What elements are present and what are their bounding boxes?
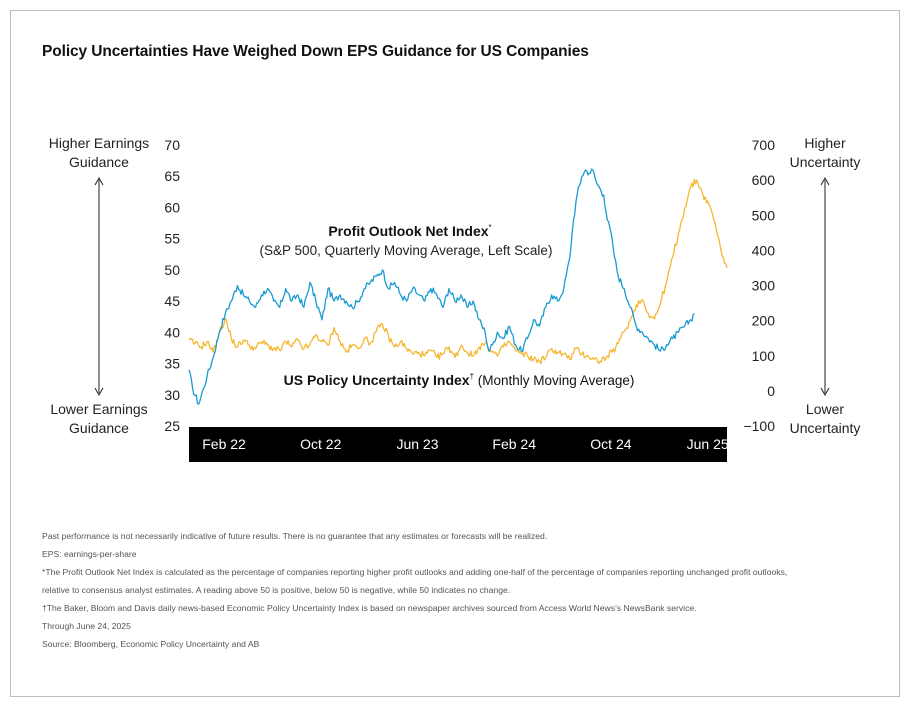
right-tick-label: 0: [767, 383, 775, 399]
right-top-line2: Uncertainty: [789, 154, 861, 170]
uncertainty-label-title: US Policy Uncertainty Index: [284, 372, 470, 388]
left-tick-label: 45: [164, 293, 180, 309]
uncertainty-label-sup: †: [470, 372, 474, 381]
x-tick-label: Jun 23: [396, 436, 438, 452]
right-bottom-line1: Lower: [805, 401, 845, 417]
profit-series-label: Profit Outlook Net Index*: [328, 223, 491, 239]
uncertainty-series-label: US Policy Uncertainty Index† (Monthly Mo…: [284, 372, 635, 388]
x-tick-label: Feb 24: [492, 436, 536, 452]
profit-outlook-line: [188, 168, 695, 405]
uncertainty-label-sub: (Monthly Moving Average): [474, 373, 634, 388]
footnote-line: Past performance is not necessarily indi…: [42, 531, 548, 541]
left-bottom-line2: Guidance: [69, 420, 129, 436]
right-bottom-line2: Uncertainty: [789, 420, 861, 436]
left-top-line1: Higher Earnings: [48, 135, 150, 151]
left-tick-label: 35: [164, 356, 180, 372]
right-tick-label: −100: [743, 418, 775, 434]
right-tick-label: 300: [752, 278, 776, 294]
left-axis: 70 65 60 55 50 45 40 35 30 25: [164, 137, 180, 434]
profit-label-sup: *: [489, 223, 492, 232]
left-tick-label: 55: [164, 231, 180, 247]
right-bottom-label: Lower Uncertainty: [775, 400, 875, 438]
footnote-line: EPS: earnings-per-share: [42, 549, 137, 559]
right-tick-label: 600: [752, 172, 776, 188]
chart-title: Policy Uncertainties Have Weighed Down E…: [42, 43, 589, 60]
x-tick-label: Oct 22: [300, 436, 341, 452]
x-axis-labels: Feb 22 Oct 22 Jun 23 Feb 24 Oct 24 Jun 25: [202, 436, 729, 452]
footnote-line: Through June 24, 2025: [42, 621, 131, 631]
profit-label-title: Profit Outlook Net Index: [328, 223, 488, 239]
x-tick-label: Jun 25: [687, 436, 729, 452]
right-arrow-icon: [820, 176, 830, 397]
x-tick-label: Oct 24: [590, 436, 631, 452]
footnote-line: †The Baker, Bloom and Davis daily news-b…: [42, 603, 697, 613]
figure-frame: [10, 10, 900, 697]
left-tick-label: 65: [164, 168, 180, 184]
right-tick-label: 100: [752, 348, 776, 364]
left-top-line2: Guidance: [69, 154, 129, 170]
footnote-line: relative to consensus analyst estimates.…: [42, 585, 511, 595]
series-layer: [188, 168, 728, 405]
right-axis: 700 600 500 400 300 200 100 0 −100: [743, 137, 775, 434]
left-bottom-label: Lower Earnings Guidance: [40, 400, 158, 438]
right-top-line1: Higher: [804, 135, 846, 151]
footnote-line: *The Profit Outlook Net Index is calcula…: [42, 567, 788, 577]
left-top-label: Higher Earnings Guidance: [40, 134, 158, 172]
left-tick-label: 40: [164, 324, 180, 340]
footnote-line: Source: Bloomberg, Economic Policy Uncer…: [42, 639, 260, 649]
footnotes: Past performance is not necessarily indi…: [42, 527, 882, 653]
x-axis-bar: [189, 427, 727, 462]
policy-uncertainty-line: [188, 178, 728, 365]
profit-series-sublabel: (S&P 500, Quarterly Moving Average, Left…: [260, 243, 553, 258]
left-arrow-icon: [94, 176, 104, 397]
right-tick-label: 400: [752, 242, 776, 258]
left-bottom-line1: Lower Earnings: [50, 401, 148, 417]
left-tick-label: 70: [164, 137, 180, 153]
right-tick-label: 700: [752, 137, 776, 153]
right-tick-label: 500: [752, 207, 776, 223]
x-tick-label: Feb 22: [202, 436, 246, 452]
left-tick-label: 25: [164, 418, 180, 434]
right-tick-label: 200: [752, 313, 776, 329]
left-tick-label: 30: [164, 387, 180, 403]
right-top-label: Higher Uncertainty: [775, 134, 875, 172]
left-tick-label: 50: [164, 262, 180, 278]
left-tick-label: 60: [164, 199, 180, 215]
